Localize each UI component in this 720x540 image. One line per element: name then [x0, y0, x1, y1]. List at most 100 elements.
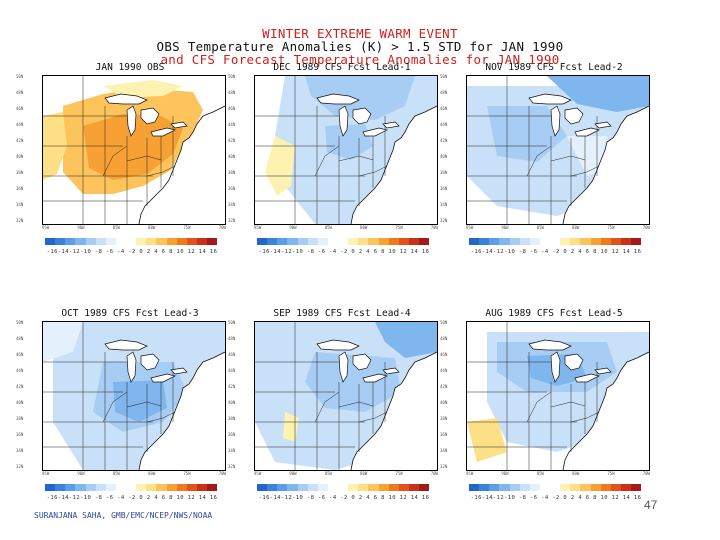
lat-tick: 48N: [16, 336, 24, 341]
panel-title: NOV 1989 CFS Fcst Lead-2: [485, 62, 623, 73]
colorbar-swatch: [207, 238, 218, 245]
great-lake: [316, 339, 360, 351]
colorbar-swatch: [338, 238, 349, 245]
colorbar-swatch: [539, 238, 550, 245]
state-border: [126, 401, 162, 408]
colorbar-swatch: [469, 484, 480, 491]
ocean: [351, 352, 437, 470]
colorbar-swatch: [499, 238, 510, 245]
lat-tick: 38N: [228, 416, 236, 421]
great-lake: [104, 339, 148, 351]
lat-tick: 48N: [228, 336, 236, 341]
great-lake: [362, 373, 389, 383]
great-lake: [352, 353, 372, 371]
title-line-1: WINTER EXTREME WARM EVENT: [262, 26, 458, 41]
great-lake: [594, 121, 612, 129]
colorbar-swatch: [105, 238, 116, 245]
colorbar-swatch: [378, 484, 389, 491]
colorbar-swatch: [529, 484, 540, 491]
lat-tick: 50N: [16, 320, 24, 325]
colorbar-labels: -16-14-12-10 -8 -6 -4 -2 0 2 4 6 8 10 12…: [470, 249, 642, 255]
colorbar-swatch: [348, 484, 359, 491]
colorbar-swatch: [196, 238, 207, 245]
lat-tick: 48N: [440, 90, 448, 95]
state-border: [146, 411, 176, 423]
map-svg: [467, 76, 649, 224]
lat-tick: 50N: [228, 320, 236, 325]
lat-tick: 36N: [16, 432, 24, 437]
colorbar-swatch: [287, 484, 298, 491]
title-line-3: and CFS Forecast Temperature Anomalies f…: [160, 52, 560, 67]
map-panel-lead3: OCT 1989 CFS Fcst Lead-3 50N 48N 46N 44N 42N 4…: [16, 308, 230, 508]
lon-ticks: 95W 90W 85W 80W 75W 70W: [466, 225, 650, 230]
colorbar-swatch: [176, 238, 187, 245]
colorbar-swatch: [75, 484, 86, 491]
colorbar-swatch: [489, 484, 500, 491]
colorbar-swatch: [509, 238, 520, 245]
lat-tick: 50N: [16, 74, 24, 79]
lat-tick: 36N: [228, 186, 236, 191]
colorbar-swatch: [307, 238, 318, 245]
anomaly-region: [375, 322, 437, 358]
anomaly-region: [103, 80, 183, 98]
great-lake: [150, 127, 177, 137]
colorbar-swatch: [207, 484, 218, 491]
state-border: [570, 411, 600, 423]
colorbar-labels: -16-14-12-10 -8 -6 -4 -2 0 2 4 6 8 10 12…: [258, 249, 430, 255]
lat-tick: 42N: [440, 138, 448, 143]
colorbar-swatch: [176, 484, 187, 491]
state-border: [550, 401, 586, 408]
colorbar-swatch: [156, 238, 167, 245]
lat-tick: 32N: [16, 218, 24, 223]
lat-tick: 40N: [440, 154, 448, 159]
lon-ticks: 95W 90W 85W 80W 75W 70W: [254, 471, 438, 476]
state-border: [526, 391, 552, 423]
colorbar-labels: -16-14-12-10 -8 -6 -4 -2 0 2 4 6 8 10 12…: [470, 495, 642, 501]
state-border: [102, 391, 128, 423]
colorbar-swatch: [580, 484, 591, 491]
great-lake: [104, 93, 148, 105]
great-lake: [140, 107, 160, 125]
colorbar-swatch: [166, 484, 177, 491]
lat-tick: 46N: [16, 106, 24, 111]
colorbar-swatch: [85, 484, 96, 491]
great-lake: [316, 93, 360, 105]
colorbar-swatch: [519, 484, 530, 491]
lat-tick: 34N: [228, 202, 236, 207]
lat-tick: 32N: [440, 218, 448, 223]
lat-tick: 34N: [440, 202, 448, 207]
colorbar-swatch: [479, 484, 490, 491]
state-border: [338, 401, 374, 408]
colorbar-swatch: [65, 238, 76, 245]
colorbar: [469, 484, 642, 491]
colorbar-swatch: [378, 238, 389, 245]
coastline: [562, 351, 649, 470]
colorbar-swatch: [620, 484, 631, 491]
map-panel-lead2: NOV 1989 CFS Fcst Lead-2 50N 48N 46N 44N 42N 4…: [440, 62, 654, 262]
anomaly-map: [42, 321, 226, 471]
colorbar-swatch: [489, 238, 500, 245]
great-lake: [170, 121, 188, 129]
ocean: [139, 106, 225, 224]
colorbar-swatch: [419, 484, 430, 491]
lat-tick: 38N: [228, 170, 236, 175]
lat-tick: 34N: [16, 448, 24, 453]
great-lake: [528, 339, 572, 351]
colorbar-swatch: [368, 238, 379, 245]
colorbar-swatch: [75, 238, 86, 245]
lat-tick: 50N: [440, 74, 448, 79]
panel-title: SEP 1989 CFS Fcst Lead-4: [273, 308, 411, 319]
anomaly-map: [466, 75, 650, 225]
colorbar-swatch: [398, 484, 409, 491]
colorbar-swatch: [277, 484, 288, 491]
colorbar-swatch: [126, 238, 137, 245]
colorbar-swatch: [115, 238, 126, 245]
colorbar: [257, 238, 430, 245]
great-lake: [574, 127, 601, 137]
lat-tick: 42N: [228, 138, 236, 143]
map-panel-lead5: AUG 1989 CFS Fcst Lead-5 50N 48N 46N 44N 42N 4…: [440, 308, 654, 508]
state-border: [358, 165, 388, 177]
colorbar-swatch: [419, 238, 430, 245]
colorbar-swatch: [560, 238, 571, 245]
colorbar-swatch: [338, 484, 349, 491]
